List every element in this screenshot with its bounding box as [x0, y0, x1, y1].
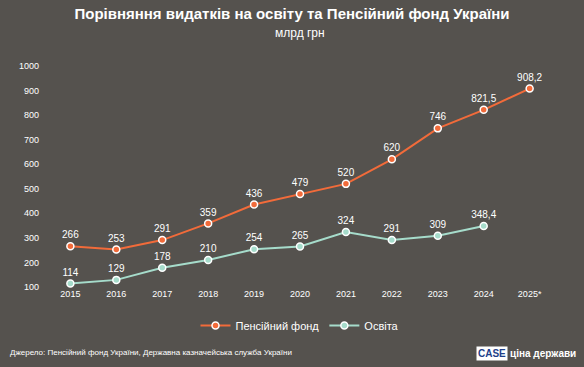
- svg-text:2022: 2022: [382, 289, 402, 299]
- svg-text:520: 520: [338, 167, 355, 178]
- svg-text:200: 200: [24, 258, 39, 268]
- svg-text:900: 900: [24, 86, 39, 96]
- svg-text:746: 746: [429, 111, 446, 122]
- svg-text:Освіта: Освіта: [364, 320, 398, 332]
- svg-text:2023: 2023: [428, 289, 448, 299]
- svg-text:620: 620: [384, 142, 401, 153]
- svg-text:2019: 2019: [244, 289, 264, 299]
- svg-text:ціна держави: ціна держави: [510, 348, 576, 359]
- svg-text:2021: 2021: [336, 289, 356, 299]
- svg-text:210: 210: [200, 243, 217, 254]
- svg-text:2024: 2024: [474, 289, 494, 299]
- svg-text:291: 291: [154, 223, 171, 234]
- svg-text:400: 400: [24, 208, 39, 218]
- svg-text:254: 254: [246, 232, 263, 243]
- svg-text:291: 291: [384, 223, 401, 234]
- svg-text:178: 178: [154, 251, 171, 262]
- svg-text:2020: 2020: [290, 289, 310, 299]
- svg-text:2025*: 2025*: [518, 289, 542, 299]
- svg-text:500: 500: [24, 184, 39, 194]
- svg-text:253: 253: [108, 233, 125, 244]
- svg-text:CASE: CASE: [478, 348, 506, 359]
- svg-text:908,2: 908,2: [517, 72, 542, 83]
- svg-text:2018: 2018: [198, 289, 218, 299]
- svg-text:млрд грн: млрд грн: [275, 26, 325, 40]
- svg-text:2016: 2016: [106, 289, 126, 299]
- svg-text:348,4: 348,4: [471, 209, 496, 220]
- svg-text:324: 324: [338, 215, 355, 226]
- svg-text:479: 479: [292, 177, 309, 188]
- svg-text:800: 800: [24, 110, 39, 120]
- svg-text:2017: 2017: [152, 289, 172, 299]
- svg-text:700: 700: [24, 135, 39, 145]
- svg-text:114: 114: [62, 267, 78, 278]
- svg-text:Порівняння видатків на освіту: Порівняння видатків на освіту та Пенсійн…: [74, 5, 509, 22]
- svg-text:1000: 1000: [19, 61, 39, 71]
- svg-text:Пенсійний фонд: Пенсійний фонд: [236, 320, 320, 332]
- svg-text:600: 600: [24, 159, 39, 169]
- svg-text:2015: 2015: [60, 289, 80, 299]
- svg-text:265: 265: [292, 230, 309, 241]
- svg-text:359: 359: [200, 207, 217, 218]
- svg-text:266: 266: [62, 229, 79, 240]
- svg-text:100: 100: [24, 282, 39, 292]
- svg-text:129: 129: [108, 263, 125, 274]
- svg-text:Джерело: Пенсійний фонд Україн: Джерело: Пенсійний фонд України, Державн…: [10, 348, 292, 357]
- svg-text:436: 436: [246, 188, 263, 199]
- svg-text:300: 300: [24, 233, 39, 243]
- svg-text:821,5: 821,5: [471, 93, 496, 104]
- svg-text:309: 309: [429, 219, 446, 230]
